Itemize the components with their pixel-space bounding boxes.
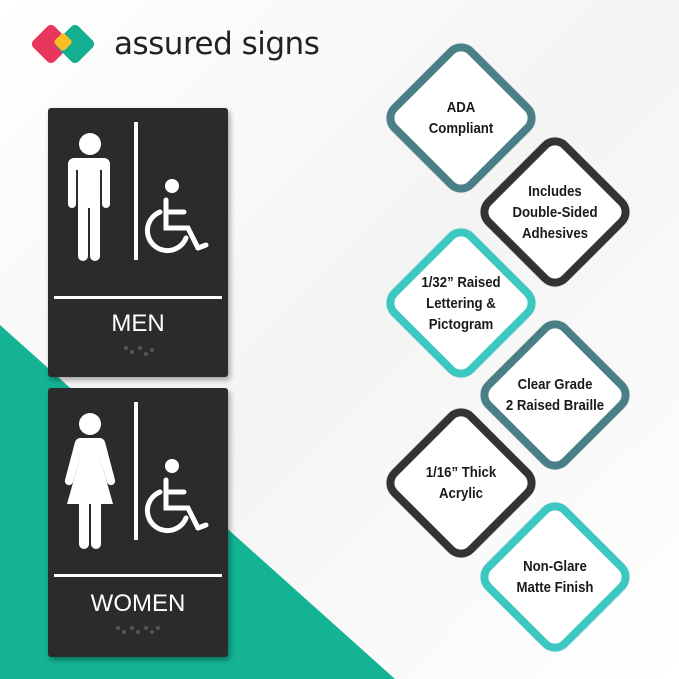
women-sign: WOMEN	[48, 388, 228, 657]
feature-text: 1/32” Raised Lettering & Pictogram	[421, 273, 501, 333]
wheelchair-icon	[144, 459, 209, 534]
brand-name: assured signs	[114, 26, 320, 62]
feature-diamond: Includes Double-Sided Adhesives	[470, 127, 640, 297]
feature-diamond: Clear Grade 2 Raised Braille	[470, 310, 640, 480]
woman-icon	[64, 413, 116, 549]
feature-diamond: 1/32” Raised Lettering & Pictogram	[376, 218, 546, 388]
feature-diamond: ADA Compliant	[376, 33, 546, 203]
braille-dots	[124, 346, 154, 356]
wheelchair-icon	[144, 179, 209, 254]
feature-text: 1/16” Thick Acrylic	[425, 464, 497, 502]
feature-diamond: Non-Glare Matte Finish	[470, 492, 640, 662]
feature-diamond: 1/16” Thick Acrylic	[376, 398, 546, 568]
sign-label: WOMEN	[90, 590, 186, 617]
feature-text: Non-Glare Matte Finish	[516, 558, 594, 596]
sign-label: MEN	[111, 310, 165, 337]
logo-mark-icon	[31, 24, 95, 64]
feature-text: Clear Grade 2 Raised Braille	[505, 376, 605, 414]
man-icon	[68, 133, 110, 261]
men-sign: MEN	[48, 108, 228, 377]
braille-dots	[116, 626, 160, 634]
feature-text: Includes Double-Sided Adhesives	[512, 182, 598, 242]
brand-logo: assured signs	[30, 24, 320, 64]
feature-text: ADA Compliant	[428, 99, 494, 137]
